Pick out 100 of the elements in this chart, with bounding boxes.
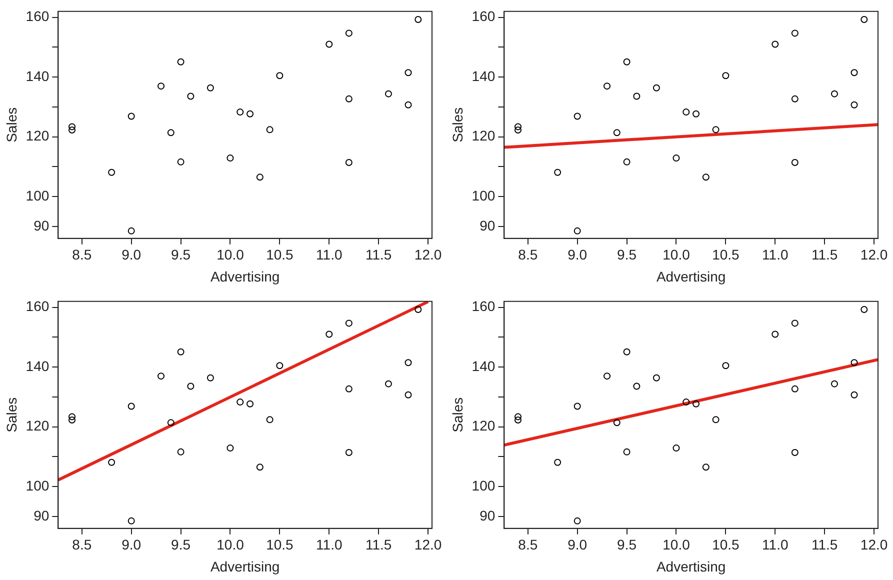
point [167,129,174,136]
point [128,517,135,524]
y-tick-label: 90 [480,507,496,524]
point [108,458,116,466]
x-tick-label: 9.5 [171,246,191,263]
y-tick-label: 140 [26,68,50,84]
point [167,419,174,426]
y-tick-label: 140 [26,358,50,374]
x-tick-label: 11.0 [316,536,342,553]
y-axis-title: Sales [3,397,20,432]
x-tick-label: 11.5 [811,246,838,263]
point [345,30,352,37]
point [68,416,76,424]
x-tick-label: 9.5 [171,536,191,553]
point [108,168,116,176]
point [345,449,352,456]
x-tick-label: 11.5 [365,536,392,553]
point [177,348,184,356]
x-tick-label: 10.5 [712,536,740,553]
point [246,400,254,408]
point [404,391,412,398]
point [791,30,798,37]
point [345,95,352,102]
point [276,72,284,80]
y-tick-label: 90 [34,217,50,234]
point [652,84,660,92]
point [404,101,412,108]
point [554,168,562,176]
point [246,110,254,118]
point [276,362,284,370]
point [514,413,522,420]
y-tick-label: 120 [26,128,50,144]
point [712,416,720,424]
x-tick-label: 9.0 [568,536,588,553]
point [623,158,630,166]
point [68,123,76,130]
point [633,92,640,100]
point [226,444,234,452]
point [187,382,194,390]
point [345,159,352,166]
x-tick-label: 11.5 [811,536,838,553]
point [187,92,194,100]
x-tick-label: 10.0 [216,536,244,553]
x-tick-label: 9.5 [617,246,637,263]
y-tick-label: 100 [472,187,496,204]
point [633,382,640,390]
point [256,464,264,471]
point [604,372,611,380]
x-tick-label: 11.0 [762,246,788,263]
x-tick-label: 11.0 [316,246,342,263]
x-tick-label: 8.5 [72,246,92,263]
y-tick-label: 160 [26,298,50,314]
point [326,40,333,48]
point [158,82,165,90]
point [177,448,184,456]
point [574,402,581,410]
point [791,159,798,166]
point [672,154,680,162]
x-tick-label: 9.0 [122,536,142,553]
point [623,58,630,66]
point [613,129,620,136]
point [791,449,798,456]
point [722,362,730,370]
x-tick-label: 8.5 [518,246,538,263]
point [574,227,581,234]
point [266,416,274,424]
point [266,126,274,134]
point [177,58,184,66]
x-axis-title: Advertising [210,268,280,284]
y-tick-label: 160 [26,8,50,24]
point [692,110,700,118]
point [830,380,838,388]
point [722,72,730,80]
y-tick-label: 140 [472,68,496,84]
point [384,90,392,98]
point [128,112,135,120]
point [206,374,214,382]
y-tick-label: 120 [472,418,496,434]
point [345,320,352,327]
point [850,101,858,108]
x-tick-label: 12.0 [860,536,888,553]
y-tick-label: 140 [472,358,496,374]
y-tick-label: 160 [472,298,496,314]
y-axis-title: Sales [449,397,466,432]
point [326,330,333,338]
x-tick-label: 12.0 [860,246,888,263]
point [830,90,838,98]
y-tick-label: 120 [26,418,50,434]
point [702,174,710,181]
x-tick-label: 8.5 [72,536,92,553]
x-tick-label: 9.5 [617,536,637,553]
point [177,158,184,166]
y-tick-label: 100 [26,187,50,204]
x-tick-label: 9.0 [122,246,142,263]
x-tick-label: 12.0 [414,246,442,263]
x-tick-label: 10.0 [662,246,690,263]
x-tick-label: 12.0 [414,536,442,553]
point [712,126,720,134]
point [554,458,562,466]
point [682,398,690,406]
